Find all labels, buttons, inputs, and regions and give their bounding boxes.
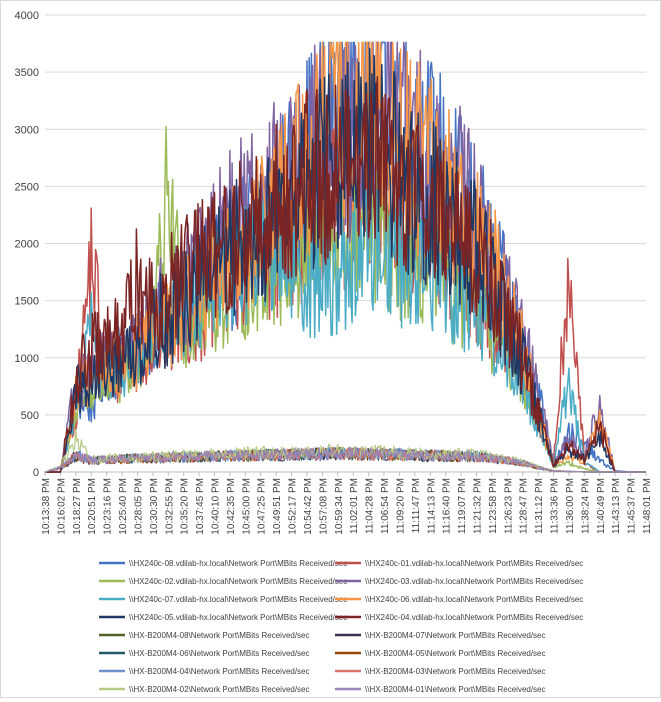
x-tick-label: 11:14:13 PM bbox=[426, 478, 437, 534]
legend-entry-6: \\HX240c-05.vdilab-hx.local\Network Port… bbox=[129, 613, 347, 622]
x-tick-label: 11:38:24 PM bbox=[580, 478, 591, 534]
x-tick-label: 11:16:40 PM bbox=[442, 478, 453, 534]
legend-entry-5: \\HX240c-06.vdilab-hx.local\Network Port… bbox=[365, 595, 583, 604]
legend-entry-12: \\HX-B200M4-04\Network Port\MBits Receiv… bbox=[129, 667, 310, 676]
y-tick-label: 500 bbox=[21, 410, 39, 422]
x-tick-label: 11:26:23 PM bbox=[503, 478, 514, 534]
y-tick-label: 1500 bbox=[15, 296, 39, 308]
x-tick-label: 10:37:45 PM bbox=[195, 478, 206, 535]
y-tick-label: 2500 bbox=[15, 181, 39, 193]
x-tick-label: 11:11:47 PM bbox=[411, 478, 422, 533]
legend-entry-7: \\HX240c-04.vdilab-hx.local\Network Port… bbox=[365, 613, 583, 622]
plot-area bbox=[44, 41, 646, 473]
legend: \\HX240c-08.vdilab-hx.local\Network Port… bbox=[99, 559, 583, 694]
x-tick-label: 11:02:01 PM bbox=[349, 478, 360, 534]
x-tick-label: 10:42:35 PM bbox=[226, 478, 237, 535]
x-tick-label: 10:30:30 PM bbox=[149, 478, 160, 535]
legend-entry-4: \\HX240c-07.vdilab-hx.local\Network Port… bbox=[129, 595, 347, 604]
legend-entry-2: \\HX240c-02.vdilab-hx.local\Network Port… bbox=[129, 577, 347, 586]
legend-entry-8: \\HX-B200M4-08\Network Port\MBits Receiv… bbox=[129, 631, 310, 640]
legend-entry-1: \\HX240c-01.vdilab-hx.local\Network Port… bbox=[365, 559, 583, 568]
x-tick-label: 11:43:13 PM bbox=[611, 478, 622, 534]
y-tick-label: 4000 bbox=[15, 10, 39, 22]
x-tick-label: 11:31:12 PM bbox=[534, 478, 545, 534]
legend-entry-10: \\HX-B200M4-06\Network Port\MBits Receiv… bbox=[129, 649, 310, 658]
x-tick-label: 10:32:55 PM bbox=[164, 478, 175, 535]
x-tick-label: 10:52:17 PM bbox=[288, 478, 299, 535]
legend-entry-13: \\HX-B200M4-03\Network Port\MBits Receiv… bbox=[365, 667, 546, 676]
x-tick-label: 10:25:40 PM bbox=[118, 478, 129, 535]
x-tick-label: 11:06:54 PM bbox=[380, 478, 391, 534]
x-tick-label: 10:49:51 PM bbox=[272, 478, 283, 535]
x-tick-label: 11:04:28 PM bbox=[365, 478, 376, 534]
x-tick-label: 11:33:36 PM bbox=[550, 478, 561, 534]
x-tick-label: 10:47:25 PM bbox=[257, 478, 268, 535]
x-tick-label: 11:21:32 PM bbox=[472, 478, 483, 534]
x-tick-label: 10:35:20 PM bbox=[180, 478, 191, 535]
x-tick-label: 11:48:01 PM bbox=[642, 478, 653, 534]
x-tick-label: 11:28:47 PM bbox=[519, 478, 530, 534]
x-tick-label: 10:20:51 PM bbox=[87, 478, 98, 535]
y-tick-label: 1000 bbox=[15, 353, 39, 365]
y-tick-label: 0 bbox=[33, 467, 39, 479]
y-tick-label: 3500 bbox=[15, 67, 39, 79]
legend-entry-9: \\HX-B200M4-07\Network Port\MBits Receiv… bbox=[365, 631, 546, 640]
x-tick-label: 10:18:27 PM bbox=[72, 478, 83, 535]
x-tick-label: 10:28:05 PM bbox=[133, 478, 144, 535]
series-line-7 bbox=[45, 75, 646, 473]
x-tick-label: 11:09:20 PM bbox=[395, 478, 406, 534]
x-tick-label: 11:45:37 PM bbox=[627, 478, 638, 534]
x-tick-label: 10:45:00 PM bbox=[241, 478, 252, 535]
x-tick-label: 10:13:38 PM bbox=[41, 478, 52, 535]
series-line-15 bbox=[44, 446, 646, 473]
legend-entry-0: \\HX240c-08.vdilab-hx.local\Network Port… bbox=[129, 559, 347, 568]
x-tick-label: 11:19:07 PM bbox=[457, 478, 468, 534]
legend-entry-11: \\HX-B200M4-05\Network Port\MBits Receiv… bbox=[365, 649, 546, 658]
x-tick-label: 10:59:34 PM bbox=[334, 478, 345, 535]
x-axis: 10:13:38 PM 10:16:02 PM 10:18:27 PM 10:20:5… bbox=[41, 471, 653, 535]
x-tick-label: 10:16:02 PM bbox=[56, 478, 67, 535]
x-tick-label: 10:23:16 PM bbox=[103, 478, 114, 535]
x-tick-label: 10:40:10 PM bbox=[211, 478, 222, 535]
x-tick-label: 11:40:49 PM bbox=[596, 478, 607, 534]
x-tick-label: 11:23:58 PM bbox=[488, 478, 499, 534]
legend-entry-15: \\HX-B200M4-01\Network Port\MBits Receiv… bbox=[365, 685, 546, 694]
x-tick-label: 10:57:08 PM bbox=[318, 478, 329, 535]
legend-entry-3: \\HX240c-03.vdilab-hx.local\Network Port… bbox=[365, 577, 583, 586]
x-tick-label: 11:36:00 PM bbox=[565, 478, 576, 534]
y-axis: 0 500 1000 1500 2000 2500 3000 3500 4000 bbox=[15, 10, 39, 479]
y-tick-label: 3000 bbox=[15, 124, 39, 136]
x-tick-label: 10:54:42 PM bbox=[303, 478, 314, 535]
legend-entry-14: \\HX-B200M4-02\Network Port\MBits Receiv… bbox=[129, 685, 310, 694]
y-tick-label: 2000 bbox=[15, 239, 39, 251]
